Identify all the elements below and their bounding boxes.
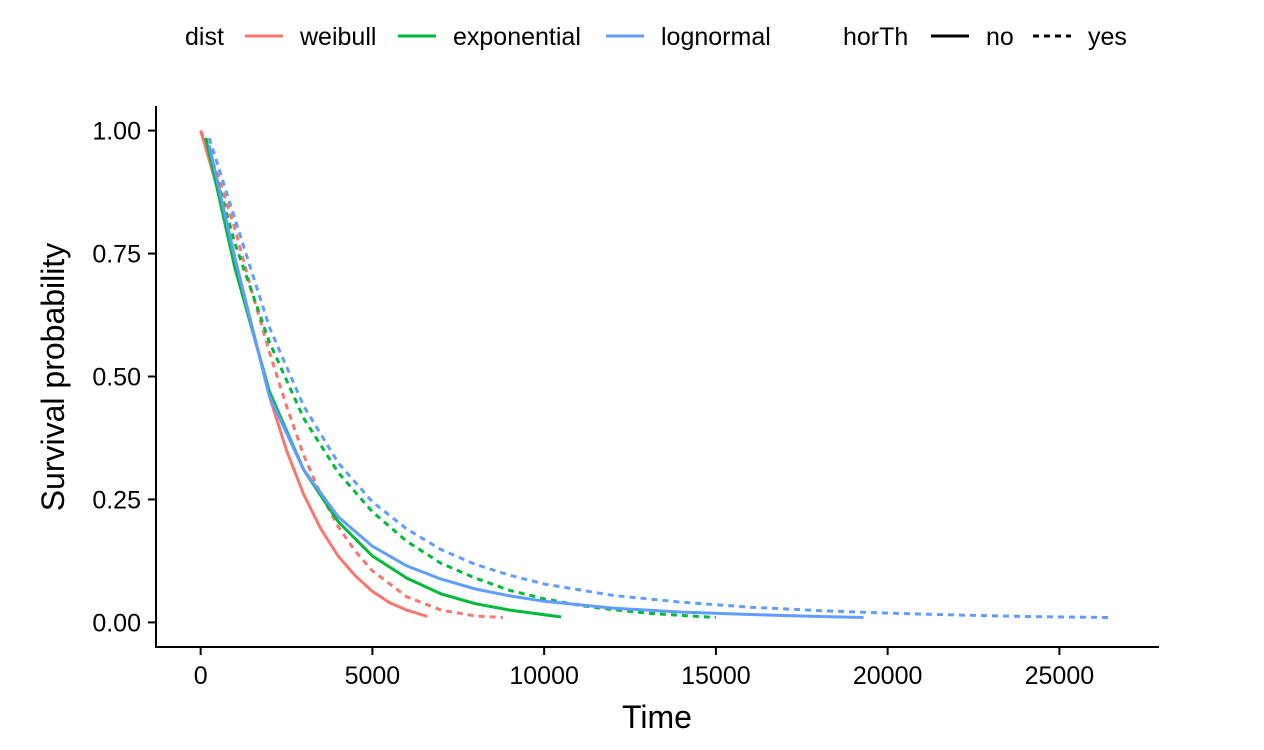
y-tick-label: 0.25 [92, 486, 141, 514]
y-tick-label: 0.75 [92, 241, 141, 269]
legend-horth-title: horTh [843, 23, 908, 51]
x-tick-label: 10000 [509, 662, 579, 690]
x-tick-label: 0 [194, 662, 208, 690]
series-line-weibull-yes [199, 130, 503, 619]
y-axis-title: Survival probability [35, 243, 71, 512]
legend-weibull-label: weibull [299, 23, 376, 51]
series-line-weibull-no [199, 130, 428, 618]
series-line-lognormal-no [207, 144, 864, 619]
series-layer [199, 130, 1111, 619]
y-axis-ticks: 0.00 0.25 0.50 0.75 1.00 [92, 118, 156, 637]
legend: dist weibull exponential lognormal horTh… [185, 23, 1127, 51]
series-line-exponential-no [204, 137, 562, 619]
series-line-exponential-yes [204, 137, 716, 619]
x-axis-title: Time [622, 699, 692, 735]
x-tick-label: 20000 [853, 662, 923, 690]
series-line-lognormal-yes [207, 137, 1111, 619]
legend-exponential-label: exponential [453, 23, 581, 51]
legend-yes-label: yes [1088, 23, 1127, 51]
x-tick-label: 25000 [1025, 662, 1095, 690]
x-tick-label: 5000 [345, 662, 401, 690]
y-tick-label: 0.00 [92, 609, 141, 637]
legend-lognormal-label: lognormal [661, 23, 771, 51]
legend-dist-title: dist [185, 23, 224, 51]
y-tick-label: 1.00 [92, 118, 141, 146]
x-axis-ticks: 0 5000 10000 15000 20000 25000 [194, 647, 1094, 690]
legend-no-label: no [986, 23, 1014, 51]
x-tick-label: 15000 [681, 662, 751, 690]
y-tick-label: 0.50 [92, 364, 141, 392]
